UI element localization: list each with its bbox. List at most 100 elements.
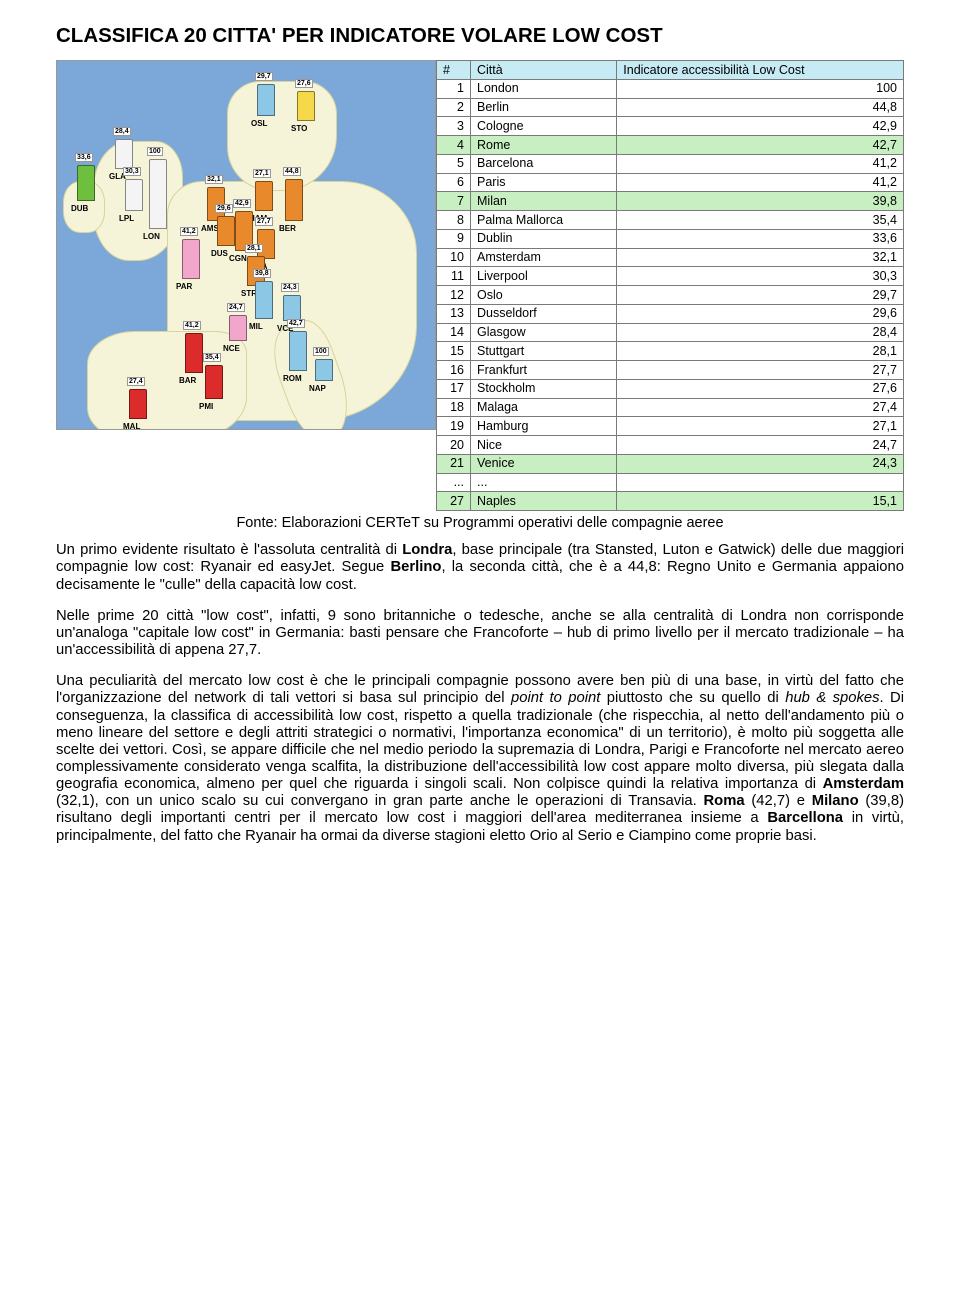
figure-row: 33,6DUB28,4GLA30,3LPL100LON29,7OSL27,6ST… xyxy=(56,60,904,511)
cell-rank: 1 xyxy=(437,79,471,98)
cell-rank: ... xyxy=(437,473,471,492)
bar-label: ROM xyxy=(283,374,302,383)
bar-value: 27,4 xyxy=(127,377,145,386)
cell-city: Malaga xyxy=(471,398,617,417)
cell-city: Palma Mallorca xyxy=(471,211,617,230)
cell-rank: 5 xyxy=(437,154,471,173)
bar-face xyxy=(125,179,143,211)
cell-city: ... xyxy=(471,473,617,492)
bar-label: CGN xyxy=(229,254,247,263)
bar-value: 27,6 xyxy=(295,79,313,88)
map-bar-dus: 29,6DUS xyxy=(217,216,235,246)
bar-face xyxy=(129,389,147,419)
cell-rank: 11 xyxy=(437,267,471,286)
bar-value: 44,8 xyxy=(283,167,301,176)
cell-rank: 21 xyxy=(437,454,471,473)
map-bar-rom: 42,7ROM xyxy=(289,331,307,371)
bar-label: NAP xyxy=(309,384,326,393)
map-bar-ber: 44,8BER xyxy=(285,179,303,221)
cell-rank: 7 xyxy=(437,192,471,211)
bar-face xyxy=(182,239,200,279)
cell-value: 41,2 xyxy=(617,154,904,173)
bar-label: LON xyxy=(143,232,160,241)
cell-value: 100 xyxy=(617,79,904,98)
bar-face xyxy=(297,91,315,121)
cell-value: 28,4 xyxy=(617,323,904,342)
table-row: 3Cologne42,9 xyxy=(437,117,904,136)
cell-rank: 12 xyxy=(437,286,471,305)
table-row: 13Dusseldorf29,6 xyxy=(437,304,904,323)
map-bar-osl: 29,7OSL xyxy=(257,84,275,116)
bar-face xyxy=(205,365,223,399)
map-bar-dub: 33,6DUB xyxy=(77,165,95,201)
cell-city: Cologne xyxy=(471,117,617,136)
cell-value: 27,4 xyxy=(617,398,904,417)
bar-label: BAR xyxy=(179,376,196,385)
bar-value: 35,4 xyxy=(203,353,221,362)
cell-city: Stockholm xyxy=(471,379,617,398)
table-row: 11Liverpool30,3 xyxy=(437,267,904,286)
cell-rank: 27 xyxy=(437,492,471,511)
bar-label: DUB xyxy=(71,204,88,213)
bar-face xyxy=(255,281,273,319)
table-row: 6Paris41,2 xyxy=(437,173,904,192)
table-row: 9Dublin33,6 xyxy=(437,229,904,248)
bar-value: 42,9 xyxy=(233,199,251,208)
th-city: Città xyxy=(471,61,617,80)
cell-value: 33,6 xyxy=(617,229,904,248)
cell-rank: 18 xyxy=(437,398,471,417)
cell-rank: 3 xyxy=(437,117,471,136)
cell-value: 29,6 xyxy=(617,304,904,323)
bar-face xyxy=(77,165,95,201)
bar-value: 100 xyxy=(313,347,329,356)
table-row: 16Frankfurt27,7 xyxy=(437,361,904,380)
bar-label: MIL xyxy=(249,322,263,331)
bar-face xyxy=(149,159,167,229)
cell-city: Paris xyxy=(471,173,617,192)
cell-value: 27,6 xyxy=(617,379,904,398)
table-row: 18Malaga27,4 xyxy=(437,398,904,417)
cell-city: Naples xyxy=(471,492,617,511)
table-row: 12Oslo29,7 xyxy=(437,286,904,305)
para-2: Nelle prime 20 città "low cost", infatti… xyxy=(56,608,904,659)
cell-city: Nice xyxy=(471,436,617,455)
cell-value: 28,1 xyxy=(617,342,904,361)
bar-face xyxy=(315,359,333,381)
table-row: 8Palma Mallorca35,4 xyxy=(437,211,904,230)
map-bar-bar: 41,2BAR xyxy=(185,333,203,373)
map-bar-sto: 27,6STO xyxy=(297,91,315,121)
bar-label: NCE xyxy=(223,344,240,353)
table-row: ...... xyxy=(437,473,904,492)
bar-value: 42,7 xyxy=(287,319,305,328)
map-bar-ham: 27,1HAM xyxy=(255,181,273,211)
cell-city: Liverpool xyxy=(471,267,617,286)
map-bar-nap: 100NAP xyxy=(315,359,333,381)
cell-rank: 8 xyxy=(437,211,471,230)
bar-value: 41,2 xyxy=(183,321,201,330)
bar-face xyxy=(289,331,307,371)
table-row: 19Hamburg27,1 xyxy=(437,417,904,436)
bar-label: PMI xyxy=(199,402,213,411)
map-bar-mil: 39,8MIL xyxy=(255,281,273,319)
para-1: Un primo evidente risultato è l'assoluta… xyxy=(56,542,904,593)
bar-value: 27,7 xyxy=(255,217,273,226)
cell-city: Venice xyxy=(471,454,617,473)
cell-city: Rome xyxy=(471,136,617,155)
cell-value: 42,9 xyxy=(617,117,904,136)
table-row: 10Amsterdam32,1 xyxy=(437,248,904,267)
cell-rank: 14 xyxy=(437,323,471,342)
bar-face xyxy=(255,181,273,211)
bar-face xyxy=(285,179,303,221)
table-row: 14Glasgow28,4 xyxy=(437,323,904,342)
bar-value: 100 xyxy=(147,147,163,156)
cell-rank: 9 xyxy=(437,229,471,248)
bar-label: STO xyxy=(291,124,307,133)
cell-value: 27,7 xyxy=(617,361,904,380)
cell-value: 39,8 xyxy=(617,192,904,211)
bar-value: 24,3 xyxy=(281,283,299,292)
cell-rank: 2 xyxy=(437,98,471,117)
bar-face xyxy=(217,216,235,246)
map-bar-lpl: 30,3LPL xyxy=(125,179,143,211)
cell-city: Dusseldorf xyxy=(471,304,617,323)
cell-city: Oslo xyxy=(471,286,617,305)
